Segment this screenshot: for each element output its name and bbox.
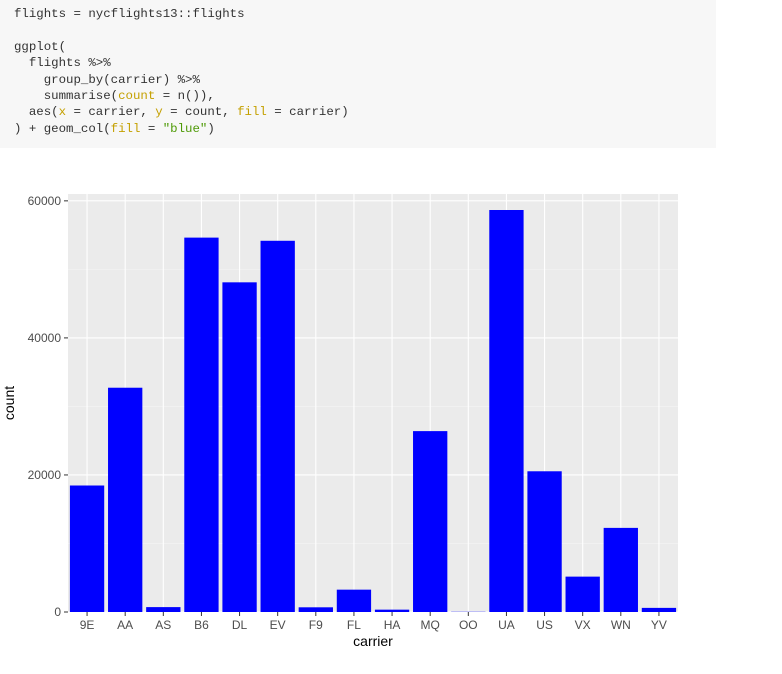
code-token: x: [58, 105, 67, 120]
bar-HA: [374, 609, 410, 612]
x-tick-label: AS: [155, 618, 171, 632]
x-tick-label: FL: [347, 618, 361, 632]
y-tick-label: 20000: [28, 468, 62, 482]
bar-FL: [336, 589, 372, 612]
y-tick-label: 0: [54, 605, 61, 619]
x-tick-label: VX: [575, 618, 591, 632]
code-token: summarise(: [14, 88, 119, 103]
plot-panel: [68, 194, 678, 612]
bar-VX: [565, 576, 600, 612]
code-token: fill: [237, 105, 267, 120]
bar-B6: [184, 237, 219, 612]
x-tick-label: 9E: [80, 618, 95, 632]
x-tick-label: YV: [651, 618, 667, 632]
x-tick-label: HA: [384, 618, 401, 632]
bar-US: [527, 471, 562, 612]
bar-F9: [298, 607, 333, 612]
bar-chart: 0 20000 40000 60000 9E AA AS B6 DL EV F9 FL HA MQ OO UA…: [1, 194, 678, 649]
code-token: group_by(carrier) %>%: [14, 72, 200, 87]
code-token: flights %>%: [14, 56, 111, 71]
bar-UA: [489, 210, 524, 612]
code-token: count: [118, 88, 156, 103]
bar-MQ: [413, 431, 448, 612]
code-token: =: [140, 121, 163, 136]
x-tick-label: WN: [611, 618, 631, 632]
code-line: summarise(count = n()),: [14, 88, 716, 104]
code-line: flights = nycflights13::flights: [14, 6, 716, 22]
code-line: ) + geom_col(fill = "blue"): [14, 121, 716, 137]
x-tick-label: OO: [459, 618, 478, 632]
code-token: y: [155, 105, 163, 120]
code-line: aes(x = carrier, y = count, fill = carri…: [14, 104, 716, 120]
code-token: ): [207, 121, 215, 136]
code-token: "blue": [162, 121, 208, 136]
code-line: [14, 22, 716, 38]
x-axis-title: carrier: [353, 633, 393, 649]
code-token: flights = nycflights13::flights: [14, 7, 245, 21]
code-token: = carrier): [266, 105, 349, 120]
x-tick-label: AA: [117, 618, 133, 632]
code-token: = count,: [162, 105, 238, 120]
x-tick-label: DL: [232, 618, 248, 632]
y-axis-title: count: [1, 386, 17, 420]
y-tick-label: 60000: [28, 194, 62, 208]
code-token: = carrier,: [66, 105, 156, 120]
y-tick-label: 40000: [28, 331, 62, 345]
bar-AA: [108, 387, 143, 612]
bar-AS: [146, 607, 181, 612]
code-token: aes(: [14, 105, 59, 120]
x-tick-label: UA: [498, 618, 515, 632]
code-line: group_by(carrier) %>%: [14, 72, 716, 88]
code-token: = n()),: [155, 88, 215, 103]
code-token: ggplot(: [14, 39, 67, 54]
x-tick-label: US: [536, 618, 553, 632]
x-tick-label: MQ: [421, 618, 440, 632]
code-line: flights %>%: [14, 55, 716, 71]
x-tick-label: EV: [270, 618, 286, 632]
x-tick-label: F9: [309, 618, 323, 632]
bar-WN: [603, 527, 638, 612]
bar-9E: [69, 485, 105, 612]
x-tick-label: B6: [194, 618, 209, 632]
code-line: ggplot(: [14, 39, 716, 55]
code-token: fill: [110, 121, 141, 136]
bar-YV: [641, 607, 677, 612]
bar-DL: [222, 282, 257, 612]
bar-EV: [260, 240, 295, 612]
code-token: ) + geom_col(: [14, 121, 111, 136]
